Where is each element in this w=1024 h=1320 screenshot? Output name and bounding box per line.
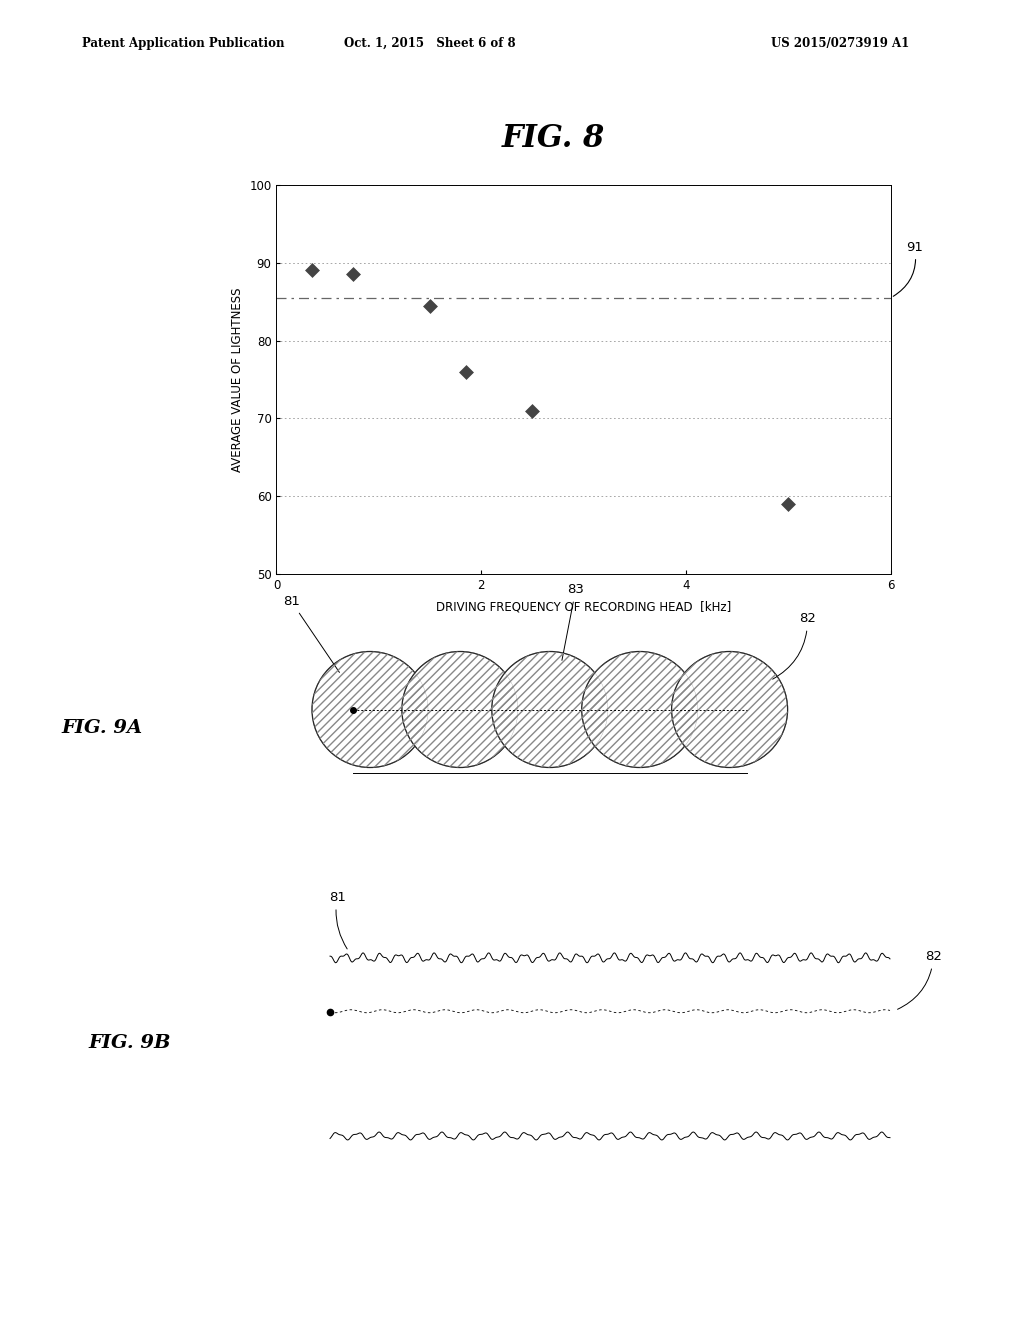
Text: FIG. 9A: FIG. 9A xyxy=(61,719,143,737)
Circle shape xyxy=(672,652,787,767)
Text: Oct. 1, 2015   Sheet 6 of 8: Oct. 1, 2015 Sheet 6 of 8 xyxy=(344,37,516,50)
Text: 91: 91 xyxy=(893,242,923,296)
Circle shape xyxy=(582,652,697,767)
Circle shape xyxy=(312,652,428,767)
Text: Patent Application Publication: Patent Application Publication xyxy=(82,37,285,50)
Text: 83: 83 xyxy=(562,583,584,660)
Y-axis label: AVERAGE VALUE OF LIGHTNESS: AVERAGE VALUE OF LIGHTNESS xyxy=(230,288,244,471)
Text: US 2015/0273919 A1: US 2015/0273919 A1 xyxy=(770,37,909,50)
Text: 82: 82 xyxy=(773,612,816,680)
Text: 82: 82 xyxy=(897,950,942,1010)
Circle shape xyxy=(401,652,518,767)
X-axis label: DRIVING FREQUENCY OF RECORDING HEAD  [kHz]: DRIVING FREQUENCY OF RECORDING HEAD [kHz… xyxy=(436,601,731,614)
Point xyxy=(304,260,321,281)
Text: FIG. 9B: FIG. 9B xyxy=(89,1035,171,1052)
Point xyxy=(422,294,438,315)
Point xyxy=(780,494,797,515)
Point xyxy=(524,400,541,421)
Circle shape xyxy=(492,652,608,767)
Text: FIG. 8: FIG. 8 xyxy=(502,123,604,154)
Point xyxy=(458,362,474,383)
Point xyxy=(345,264,361,285)
Text: 81: 81 xyxy=(329,891,347,949)
Text: 81: 81 xyxy=(283,595,339,672)
